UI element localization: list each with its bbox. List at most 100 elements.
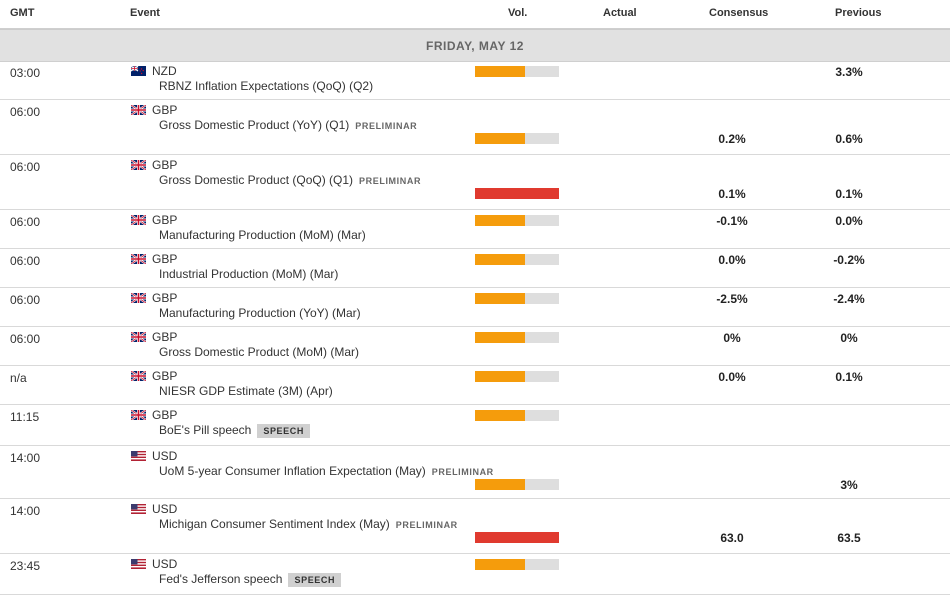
event-currency: GBP xyxy=(152,369,178,383)
event-name[interactable]: Industrial Production (MoM) (Mar) xyxy=(159,267,339,281)
day-separator: FRIDAY, MAY 12 xyxy=(0,29,950,62)
event-name[interactable]: Gross Domestic Product (YoY) (Q1) xyxy=(159,118,350,132)
event-title[interactable]: UoM 5-year Consumer Inflation Expectatio… xyxy=(159,464,494,478)
uk-flag-icon xyxy=(130,292,147,304)
event-currency: GBP xyxy=(152,291,178,305)
event-row[interactable]: 03:00 NZD RBNZ Inflation Expectations (QoQ… xyxy=(0,61,950,100)
event-title[interactable]: Gross Domestic Product (MoM) (Mar) xyxy=(159,345,359,359)
event-name[interactable]: BoE's Pill speech xyxy=(159,423,252,437)
consensus-value: -2.5% xyxy=(716,292,748,306)
event-row[interactable]: 06:00 GBP Gross Domestic Product (MoM) (Ma… xyxy=(0,327,950,366)
event-row[interactable]: 11:15 GBP BoE's Pill speech SPEECH xyxy=(0,405,950,446)
event-time: 06:00 xyxy=(10,105,41,119)
event-currency: GBP xyxy=(152,213,178,227)
event-name[interactable]: UoM 5-year Consumer Inflation Expectatio… xyxy=(159,464,426,478)
day-label: FRIDAY, MAY 12 xyxy=(426,39,524,53)
event-title[interactable]: Gross Domestic Product (QoQ) (Q1) PRELIMI… xyxy=(159,173,421,187)
event-name[interactable]: Manufacturing Production (MoM) (Mar) xyxy=(159,228,366,242)
preliminary-tag: PRELIMINAR xyxy=(359,176,422,186)
column-header-event[interactable]: Event xyxy=(130,7,160,19)
column-header-previous[interactable]: Previous xyxy=(835,7,882,19)
consensus-value: 0.0% xyxy=(718,253,746,267)
uk-flag-icon xyxy=(130,214,147,226)
event-name[interactable]: Manufacturing Production (YoY) (Mar) xyxy=(159,306,361,320)
previous-value: -2.4% xyxy=(833,292,865,306)
event-name[interactable]: Gross Domestic Product (MoM) (Mar) xyxy=(159,345,360,359)
volatility-bar xyxy=(475,215,559,226)
event-title[interactable]: Industrial Production (MoM) (Mar) xyxy=(159,267,338,281)
event-title[interactable]: Fed's Jefferson speech SPEECH xyxy=(159,572,342,587)
volatility-fill xyxy=(475,66,526,77)
event-title[interactable]: BoE's Pill speech SPEECH xyxy=(159,423,310,438)
event-row[interactable]: 06:00 GBP Gross Domestic Product (QoQ) (Q1… xyxy=(0,155,950,210)
column-header-actual[interactable]: Actual xyxy=(603,7,637,19)
event-time: 14:00 xyxy=(10,504,41,518)
volatility-bar xyxy=(475,66,559,77)
event-title[interactable]: NIESR GDP Estimate (3M) (Apr) xyxy=(159,384,333,398)
event-time: 06:00 xyxy=(10,332,41,346)
volatility-bar xyxy=(475,293,559,304)
previous-value: -0.2% xyxy=(833,253,865,267)
volatility-fill xyxy=(475,371,526,382)
volatility-fill xyxy=(475,479,526,490)
event-title[interactable]: RBNZ Inflation Expectations (QoQ) (Q2) xyxy=(159,79,373,93)
event-time: 06:00 xyxy=(10,254,41,268)
event-currency: USD xyxy=(152,449,178,463)
event-row[interactable]: 06:00 GBP Manufacturing Production (YoY) (… xyxy=(0,288,950,327)
column-header-gmt[interactable]: GMT xyxy=(10,7,35,19)
consensus-value: 0.2% xyxy=(718,132,746,146)
preliminary-tag: PRELIMINAR xyxy=(431,467,494,477)
us-flag-icon xyxy=(131,503,146,514)
event-row[interactable]: n/a GBP NIESR GDP Estimate (3M) (Apr) 0.0% 0… xyxy=(0,366,950,405)
us-flag-icon xyxy=(131,450,146,461)
event-currency: GBP xyxy=(152,408,178,422)
uk-flag-icon xyxy=(130,409,147,421)
event-time: 06:00 xyxy=(10,215,41,229)
event-row[interactable]: 06:00 GBP Gross Domestic Product (YoY) (Q1… xyxy=(0,100,950,155)
event-row[interactable]: 23:45 USD Fed's Jefferson speech SPEECH xyxy=(0,554,950,595)
volatility-bar xyxy=(475,559,559,570)
event-currency: GBP xyxy=(152,330,178,344)
event-title[interactable]: Manufacturing Production (YoY) (Mar) xyxy=(159,306,361,320)
event-name[interactable]: Michigan Consumer Sentiment Index (May) xyxy=(159,517,390,531)
volatility-fill xyxy=(475,254,526,265)
event-name[interactable]: Fed's Jefferson speech xyxy=(159,572,283,586)
event-currency: NZD xyxy=(152,64,177,78)
event-row[interactable]: 14:00 USD Michigan Consumer Sentiment Inde… xyxy=(0,499,950,554)
volatility-bar xyxy=(475,188,559,199)
event-row[interactable]: 14:00 USD UoM 5-year Consumer Inflation Ex… xyxy=(0,446,950,499)
event-time: 14:00 xyxy=(10,451,41,465)
volatility-fill xyxy=(475,215,526,226)
consensus-value: 0.0% xyxy=(718,370,746,384)
uk-flag-icon xyxy=(130,370,147,382)
volatility-fill xyxy=(475,532,559,543)
uk-flag-icon xyxy=(130,253,147,265)
event-name[interactable]: RBNZ Inflation Expectations (QoQ) (Q2) xyxy=(159,79,374,93)
event-title[interactable]: Manufacturing Production (MoM) (Mar) xyxy=(159,228,366,242)
previous-value: 3% xyxy=(840,478,858,492)
volatility-fill xyxy=(475,332,526,343)
event-time: 06:00 xyxy=(10,293,41,307)
event-time: 03:00 xyxy=(10,66,41,80)
consensus-value: 0.1% xyxy=(718,187,746,201)
column-header-consensus[interactable]: Consensus xyxy=(709,7,769,19)
volatility-fill xyxy=(475,410,526,421)
previous-value: 0.6% xyxy=(835,132,863,146)
column-header-vol[interactable]: Vol. xyxy=(508,7,528,19)
event-name[interactable]: Gross Domestic Product (QoQ) (Q1) xyxy=(159,173,354,187)
volatility-bar xyxy=(475,532,559,543)
event-time: 11:15 xyxy=(10,410,40,424)
volatility-bar xyxy=(475,410,559,421)
event-row[interactable]: 06:00 GBP Industrial Production (MoM) (Mar… xyxy=(0,249,950,288)
uk-flag-icon xyxy=(130,331,147,343)
uk-flag-icon xyxy=(130,104,147,116)
volatility-bar xyxy=(475,133,559,144)
us-flag-icon xyxy=(131,558,146,569)
volatility-fill xyxy=(475,559,526,570)
event-row[interactable]: 06:00 GBP Manufacturing Production (MoM) (… xyxy=(0,210,950,249)
event-title[interactable]: Michigan Consumer Sentiment Index (May) P… xyxy=(159,517,458,531)
event-title[interactable]: Gross Domestic Product (YoY) (Q1) PRELIMI… xyxy=(159,118,417,132)
speech-badge: SPEECH xyxy=(288,573,342,587)
volatility-fill xyxy=(475,133,526,144)
event-name[interactable]: NIESR GDP Estimate (3M) (Apr) xyxy=(159,384,333,398)
